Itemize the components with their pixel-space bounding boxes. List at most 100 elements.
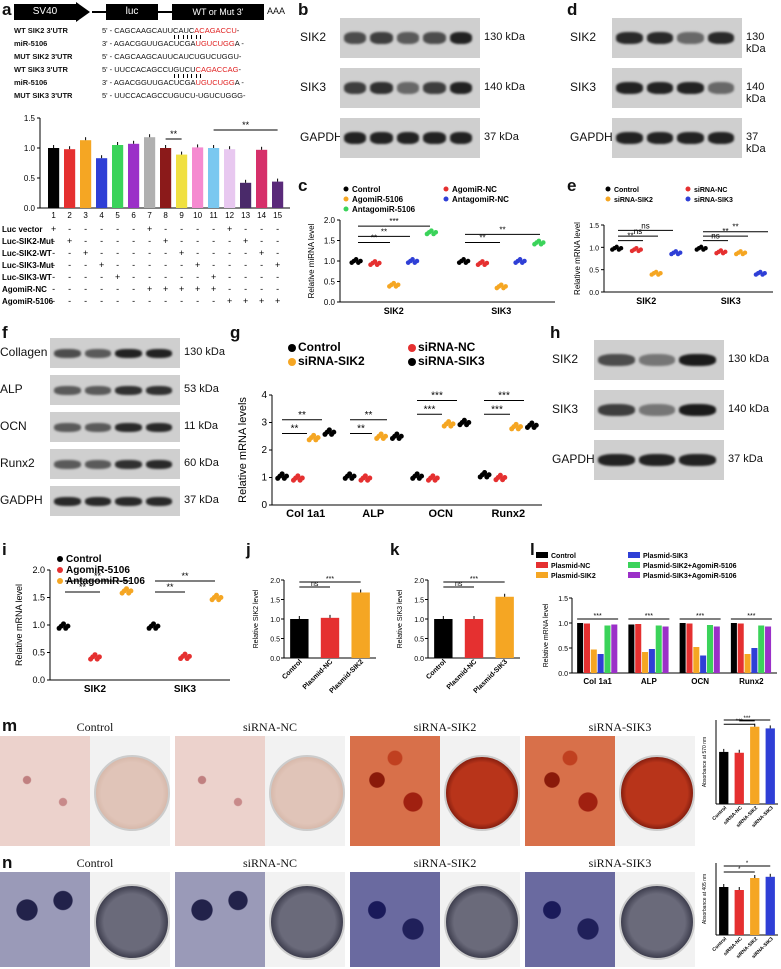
bar	[577, 623, 584, 673]
x-tick-label: 8	[163, 211, 168, 220]
y-tick-label: 1.0	[270, 617, 280, 624]
legend-marker	[536, 562, 548, 568]
design-mark: +	[147, 284, 152, 294]
sequence-end: A -	[234, 39, 244, 48]
blot-band	[677, 82, 704, 94]
culture-dish	[94, 883, 170, 960]
data-point	[394, 431, 400, 437]
dish-photo	[265, 872, 345, 967]
y-tick-label: 0.5	[24, 174, 36, 183]
x-tick-label: Runx2	[491, 508, 525, 520]
sig-label: ns	[311, 581, 319, 588]
sig-label: *	[746, 861, 749, 867]
design-mark: -	[84, 284, 87, 294]
bar	[734, 890, 744, 935]
sig-label: **	[732, 223, 738, 232]
blot-band	[54, 348, 81, 358]
panel-letter-i: i	[2, 540, 7, 559]
blot-row-label: GAPDH	[300, 130, 343, 144]
sig-label: ***	[736, 719, 744, 725]
culture-dish	[269, 883, 345, 960]
design-mark: -	[276, 272, 279, 282]
design-mark: -	[276, 224, 279, 234]
sig-label: **	[166, 582, 174, 592]
alizarin-micrograph	[525, 736, 615, 846]
design-mark: -	[100, 248, 103, 258]
panel-letter-e: e	[567, 176, 577, 195]
alizarin-micrograph	[175, 736, 265, 846]
bar	[635, 624, 642, 673]
culture-dish	[269, 755, 345, 831]
molecular-weight-label: 60 kDa	[184, 457, 219, 469]
bar	[750, 878, 760, 935]
bar	[750, 726, 760, 804]
blot-strip	[50, 486, 180, 516]
design-mark: -	[100, 272, 103, 282]
bar	[224, 149, 236, 208]
design-mark: +	[115, 272, 120, 282]
data-point	[326, 427, 332, 433]
blot-band	[616, 132, 643, 144]
panel-letter-f: f	[2, 323, 8, 342]
sequence-end: A -	[234, 78, 244, 87]
design-mark: -	[276, 284, 279, 294]
condition-caption: siRNA-NC	[242, 856, 297, 870]
sig-label: ***	[424, 404, 436, 415]
design-mark: +	[259, 248, 264, 258]
design-mark: -	[180, 272, 183, 282]
sequence-label: WT SIK2 3'UTR	[14, 26, 68, 35]
sig-label: ns	[641, 221, 649, 230]
data-point	[295, 473, 301, 479]
blot-row-label: SIK2	[570, 30, 597, 44]
design-mark: +	[163, 236, 168, 246]
data-point	[311, 432, 317, 438]
data-point	[182, 651, 188, 657]
luciferase-chart: 0.0 0.5 1.0 1.5 1 2 3 4 5 6 7 8 9 10 11 12 13 14 15 ** ** Luc…	[0, 112, 300, 322]
legend-marker	[536, 572, 548, 578]
design-mark: -	[116, 236, 119, 246]
blot-band	[598, 404, 635, 416]
sig-label: **	[371, 234, 377, 243]
design-mark: -	[84, 260, 87, 270]
y-tick-label: 0.0	[324, 298, 336, 307]
bar	[713, 626, 720, 673]
bar-chart-k: 0.0 0.5 1.0 1.5 2.0 Relative SIK3 level Contro…	[397, 576, 520, 695]
x-tick-label: 5	[115, 211, 120, 220]
design-mark: -	[180, 224, 183, 234]
bar	[662, 626, 669, 673]
blot-band	[54, 422, 81, 432]
blot-band	[707, 82, 734, 94]
data-point	[414, 471, 420, 477]
bar	[751, 648, 758, 673]
design-mark: +	[211, 272, 216, 282]
blot-row-label: SIK2	[300, 30, 327, 44]
sig-label: **	[722, 227, 728, 236]
design-mark: -	[196, 296, 199, 306]
legend-marker	[605, 186, 611, 192]
blot-band	[145, 385, 172, 395]
y-tick-label: 1.0	[589, 245, 599, 252]
condition-caption: siRNA-SIK2	[413, 856, 477, 870]
legend-marker	[288, 358, 296, 366]
y-axis-label: Relative SIK2 level	[253, 589, 260, 648]
legend-marker	[57, 578, 63, 584]
sig-label: **	[94, 571, 102, 581]
design-mark: +	[259, 296, 264, 306]
legend-marker	[605, 196, 611, 202]
legend-label: Plasmid-SIK3	[643, 553, 688, 560]
x-tick-label: Control	[425, 658, 448, 681]
y-tick-label: 1.0	[324, 257, 336, 266]
blot-strip	[340, 18, 480, 58]
design-mark: -	[196, 272, 199, 282]
design-mark: -	[116, 224, 119, 234]
design-mark: +	[275, 296, 280, 306]
design-row-label: Luc-SIK3-Mut	[2, 261, 54, 270]
molecular-weight-label: 37 kDa	[746, 131, 766, 155]
design-mark: -	[68, 224, 71, 234]
bar	[686, 623, 693, 673]
design-mark: -	[196, 236, 199, 246]
design-row-label: AgomiR-5106	[2, 297, 54, 306]
design-mark: -	[164, 248, 167, 258]
design-mark: +	[227, 296, 232, 306]
blot-band	[396, 32, 420, 44]
